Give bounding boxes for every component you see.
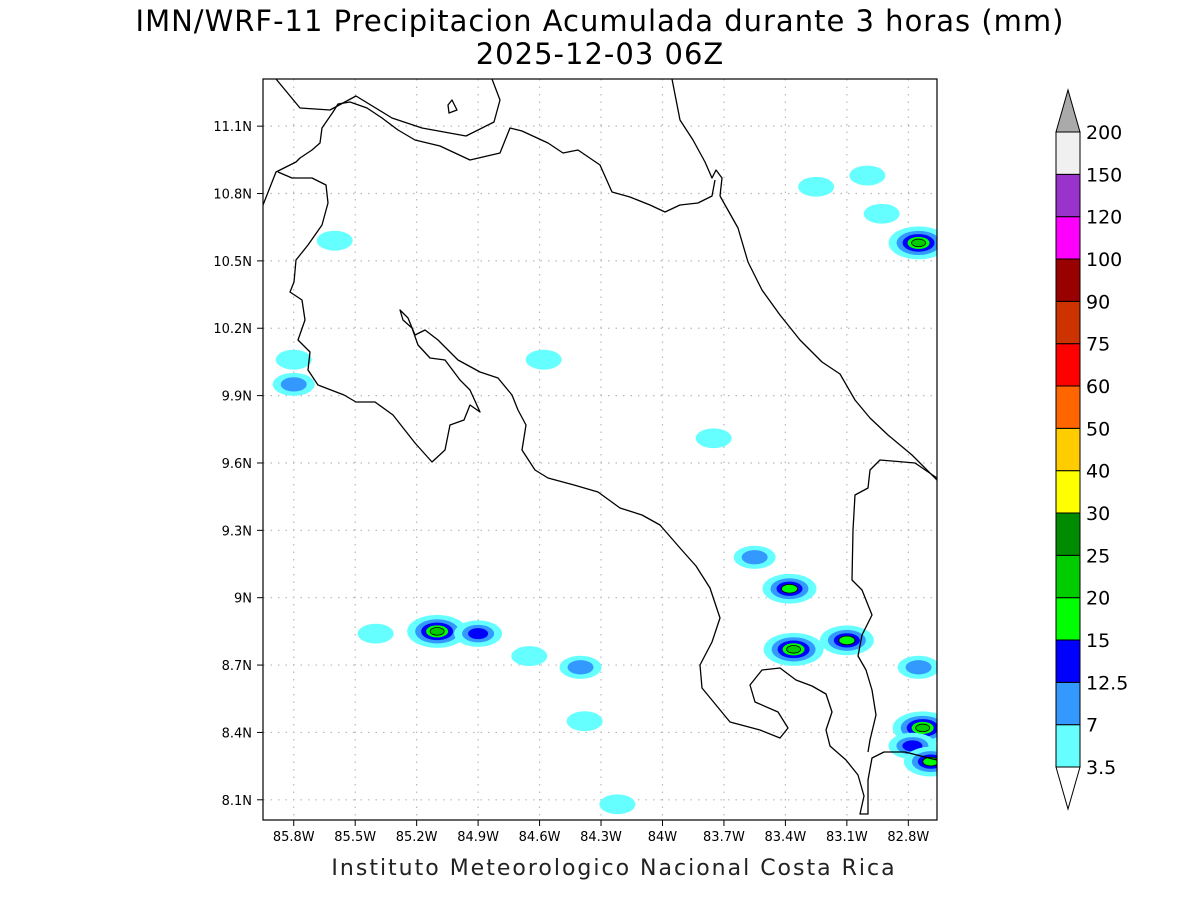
precip-contour xyxy=(275,349,312,370)
precip-contour xyxy=(280,377,307,392)
precip-contour xyxy=(786,645,801,654)
colorbar-label: 150 xyxy=(1086,164,1122,186)
lat-tick-label: 10.2N xyxy=(213,322,252,337)
colorbar-label: 15 xyxy=(1086,630,1110,652)
lat-tick-label: 11.1N xyxy=(213,120,252,135)
colorbar-label: 75 xyxy=(1086,334,1110,356)
colorbar-label: 200 xyxy=(1086,122,1122,144)
colorbar-swatch xyxy=(1055,216,1081,260)
colorbar-swatch xyxy=(1055,173,1081,218)
precip-contour xyxy=(902,740,923,752)
colorbar-label: 3.5 xyxy=(1086,757,1116,779)
lon-tick-label: 85.2W xyxy=(396,830,438,845)
map-title: IMN/WRF-11 Precipitacion Acumulada duran… xyxy=(135,4,1065,38)
lon-tick-label: 84.9W xyxy=(457,830,499,845)
lon-tick-label: 83.7W xyxy=(703,830,745,845)
colorbar-swatch xyxy=(1055,724,1081,768)
map-area: 85.8W 85.5W 85.2W 84.9W 84.6W 84.3W 84W 83.7W 83… xyxy=(213,78,938,845)
colorbar-swatch xyxy=(1055,343,1081,387)
colorbar-swatch xyxy=(1055,597,1081,641)
map-background xyxy=(263,79,937,820)
lat-tick-label: 9.6N xyxy=(222,457,252,472)
precip-contour xyxy=(468,628,489,640)
precip-contour xyxy=(599,794,636,815)
north-coast-top xyxy=(671,79,723,197)
colorbar-swatch xyxy=(1055,427,1081,472)
precip-contour xyxy=(741,550,768,565)
precip-contour xyxy=(316,230,353,251)
precipitation-field xyxy=(272,165,937,815)
lon-tick-label: 85.5W xyxy=(334,830,376,845)
precip-contour xyxy=(781,583,798,594)
lat-tick-label: 10.5N xyxy=(213,255,252,270)
precip-contour xyxy=(525,349,562,370)
colorbar-label: 7 xyxy=(1086,715,1098,737)
latitude-axis: 11.1N 10.8N 10.5N 10.2N 9.9N 9.6N 9.3N 9N 8.7N 8.… xyxy=(213,120,263,809)
lat-tick-label: 9.3N xyxy=(222,524,252,539)
lat-tick-label: 8.1N xyxy=(222,794,252,809)
panama-border xyxy=(851,459,937,753)
lon-tick-label: 83.1W xyxy=(826,830,868,845)
colorbar-swatch xyxy=(1055,131,1081,175)
precip-contour xyxy=(915,723,931,733)
precip-contour xyxy=(849,165,886,186)
nicaragua-border xyxy=(263,101,716,213)
colorbar-max-arrow xyxy=(1055,88,1081,133)
map-datetime: 2025-12-03 06Z xyxy=(475,37,725,71)
colorbar-label: 50 xyxy=(1086,418,1110,440)
precip-contour xyxy=(905,660,932,675)
colorbar-legend: 3.5 7 12.5 15 20 25 30 40 50 60 75 90 100 120 150 200 xyxy=(1055,88,1128,811)
lon-tick-label: 85.8W xyxy=(273,830,315,845)
colorbar-label: 25 xyxy=(1086,545,1110,567)
caribbean-coast xyxy=(719,195,937,481)
colorbar-swatch xyxy=(1055,554,1081,599)
lake-nicaragua-shore xyxy=(275,79,501,137)
colorbar-label: 40 xyxy=(1086,461,1110,483)
colorbar-label: 20 xyxy=(1086,588,1110,610)
lon-tick-label: 84.3W xyxy=(580,830,622,845)
colorbar-swatch xyxy=(1055,639,1081,683)
colorbar-swatch xyxy=(1055,258,1081,302)
colorbar-label: 90 xyxy=(1086,291,1110,313)
coastlines xyxy=(263,79,937,815)
lon-tick-label: 83.4W xyxy=(764,830,806,845)
colorbar-label: 30 xyxy=(1086,503,1110,525)
colorbar-min-arrow xyxy=(1055,766,1081,811)
colorbar-label: 100 xyxy=(1086,249,1122,271)
precip-contour xyxy=(511,646,548,666)
precip-contour xyxy=(429,627,445,636)
precip-contour xyxy=(911,238,926,248)
longitude-axis: 85.8W 85.5W 85.2W 84.9W 84.6W 84.3W 84W 83.7W 83… xyxy=(273,820,929,845)
precip-contour xyxy=(863,203,900,224)
lon-tick-label: 82.8W xyxy=(887,830,929,845)
lat-tick-label: 9.9N xyxy=(222,390,252,405)
colorbar-swatch xyxy=(1055,385,1081,429)
map-frame xyxy=(262,78,938,821)
lake-islet xyxy=(447,99,458,114)
colorbar-swatch xyxy=(1055,681,1081,726)
pacific-coast xyxy=(277,171,937,815)
colorbar-label: 12.5 xyxy=(1086,672,1128,694)
lon-tick-label: 84W xyxy=(648,830,678,845)
colorbar-swatch xyxy=(1055,300,1081,345)
lon-tick-label: 84.6W xyxy=(519,830,561,845)
colorbar-swatch xyxy=(1055,470,1081,514)
colorbar-swatch xyxy=(1055,512,1081,556)
precip-contour xyxy=(357,623,394,644)
precip-contour xyxy=(838,635,856,646)
precip-contour xyxy=(566,711,603,732)
lat-tick-label: 8.4N xyxy=(222,726,252,741)
precip-contour xyxy=(567,660,594,675)
lat-tick-label: 9N xyxy=(234,592,252,607)
lat-tick-label: 10.8N xyxy=(213,188,252,203)
precip-contour xyxy=(798,176,835,197)
credit-footer: Instituto Meteorologico Nacional Costa R… xyxy=(331,856,897,881)
colorbar-label: 120 xyxy=(1086,207,1122,229)
precip-contour xyxy=(695,428,732,449)
colorbar-label: 60 xyxy=(1086,376,1110,398)
lat-tick-label: 8.7N xyxy=(222,659,252,674)
